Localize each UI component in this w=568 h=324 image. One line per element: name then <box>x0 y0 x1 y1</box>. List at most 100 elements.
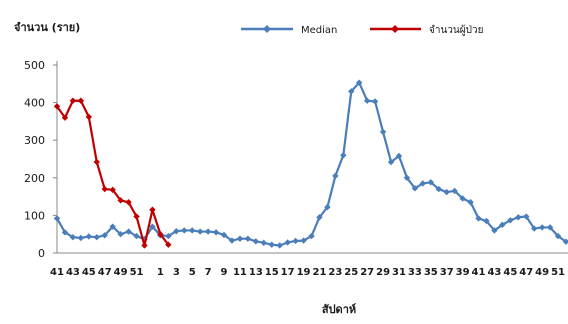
x-tick-label: 35 <box>424 267 438 278</box>
data-point-median <box>308 232 315 240</box>
data-point-median <box>133 232 140 240</box>
x-tick-label: 31 <box>392 267 406 278</box>
legend-cases-label: จำนวนผู้ป่วย <box>429 24 483 36</box>
data-point-median <box>459 195 466 202</box>
data-point-median <box>61 229 69 236</box>
data-point-median <box>475 215 482 222</box>
y-tick-label: 0 <box>38 247 45 260</box>
data-point-median <box>435 185 442 193</box>
data-point-median <box>491 227 498 234</box>
data-point-median <box>228 237 236 244</box>
data-point-cases <box>133 213 140 220</box>
data-point-median <box>244 235 252 242</box>
data-point-median <box>427 179 434 186</box>
data-point-cases <box>85 113 93 121</box>
data-point-median <box>483 217 490 225</box>
y-tick-label: 100 <box>24 209 45 222</box>
data-point-median <box>554 232 562 240</box>
x-tick-label: 39 <box>456 267 470 278</box>
x-tick-label: 45 <box>82 267 96 278</box>
x-tick-label: 47 <box>519 267 533 278</box>
data-point-median <box>316 214 323 221</box>
data-point-median <box>324 203 331 211</box>
data-point-median <box>173 227 180 235</box>
data-point-cases <box>101 185 108 193</box>
x-tick-label: 49 <box>114 267 128 278</box>
x-tick-label: 37 <box>440 267 454 278</box>
data-point-median <box>403 174 411 181</box>
x-tick-label: 7 <box>205 267 212 278</box>
y-axis-title: จำนวน (ราย) <box>14 21 80 34</box>
data-point-median <box>189 227 196 234</box>
x-tick-label: 9 <box>221 267 228 278</box>
data-point-median <box>181 227 188 234</box>
data-point-median <box>467 199 474 206</box>
data-point-cases <box>61 114 69 121</box>
series-median <box>53 79 568 249</box>
x-tick-label: 5 <box>189 267 196 278</box>
legend-median-label: Median <box>301 25 337 36</box>
data-point-median <box>515 214 522 221</box>
y-tick-label: 400 <box>24 97 45 110</box>
data-point-median <box>363 97 371 104</box>
x-tick-label: 23 <box>328 267 342 278</box>
data-point-median <box>530 225 538 232</box>
data-point-cases <box>77 97 85 104</box>
data-point-cases <box>157 231 164 238</box>
data-point-median <box>419 180 427 187</box>
y-tick-labels: 0 100 200 300 400 500 <box>24 59 45 260</box>
data-point-median <box>371 98 379 105</box>
data-point-median <box>499 221 506 228</box>
data-point-median <box>562 238 568 245</box>
data-point-median <box>93 234 100 241</box>
x-tick-label: 51 <box>130 267 144 278</box>
data-point-median <box>109 223 116 230</box>
data-point-median <box>268 241 275 248</box>
data-point-median <box>300 237 307 244</box>
data-point-median <box>276 242 283 249</box>
data-point-cases <box>69 97 77 104</box>
legend-cases-marker <box>391 25 399 33</box>
x-tick-label: 43 <box>487 267 501 278</box>
x-tick-label: 45 <box>503 267 517 278</box>
data-point-cases <box>125 199 132 206</box>
y-tick-label: 300 <box>24 134 45 147</box>
data-point-cases <box>149 206 156 213</box>
x-tick-label: 1 <box>157 267 164 278</box>
data-point-median <box>69 234 77 241</box>
y-tick-label: 200 <box>24 172 45 185</box>
data-point-median <box>507 217 514 224</box>
data-point-median <box>356 79 363 86</box>
data-point-median <box>443 188 450 196</box>
legend: Median จำนวนผู้ป่วย <box>241 24 483 36</box>
data-point-cases <box>109 186 116 194</box>
data-point-median <box>125 228 132 235</box>
x-tick-label: 25 <box>344 267 358 278</box>
data-point-median <box>196 228 204 235</box>
data-point-median <box>77 234 85 242</box>
data-point-cases <box>93 158 100 166</box>
data-point-median <box>523 213 530 220</box>
data-point-median <box>546 224 554 231</box>
data-point-median <box>260 239 267 247</box>
data-point-median <box>220 231 228 239</box>
x-tick-label: 27 <box>360 267 374 278</box>
data-point-median <box>538 224 546 231</box>
data-point-median <box>387 158 395 166</box>
x-axis-title: สัปดาห์ <box>322 303 356 316</box>
data-point-median <box>101 232 108 239</box>
data-point-median <box>379 128 387 136</box>
data-point-median <box>149 223 156 230</box>
data-point-median <box>212 229 220 236</box>
data-point-cases <box>117 197 124 204</box>
data-point-median <box>348 88 355 95</box>
x-tick-label: 41 <box>50 267 64 278</box>
x-tick-label: 49 <box>535 267 549 278</box>
x-tick-label: 21 <box>312 267 326 278</box>
x-tick-label: 15 <box>265 267 279 278</box>
series-cases <box>53 97 172 249</box>
x-tick-label: 17 <box>281 267 295 278</box>
data-point-median <box>292 237 299 245</box>
